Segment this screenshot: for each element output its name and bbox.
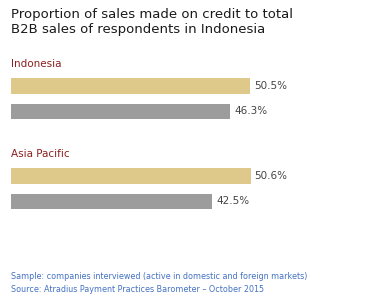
Text: 50.6%: 50.6%	[255, 171, 288, 181]
Bar	[11, 193, 213, 209]
Text: Proportion of sales made on credit to total: Proportion of sales made on credit to to…	[11, 8, 293, 21]
Text: 50.5%: 50.5%	[254, 81, 287, 91]
Bar	[11, 168, 251, 184]
Text: 42.5%: 42.5%	[216, 196, 249, 206]
Text: Sample: companies interviewed (active in domestic and foreign markets): Sample: companies interviewed (active in…	[11, 272, 308, 281]
Text: Indonesia: Indonesia	[11, 59, 62, 69]
Text: 46.3%: 46.3%	[234, 107, 267, 116]
Text: B2B sales of respondents in Indonesia: B2B sales of respondents in Indonesia	[11, 23, 266, 36]
Text: Asia Pacific: Asia Pacific	[11, 149, 70, 159]
Text: Source: Atradius Payment Practices Barometer – October 2015: Source: Atradius Payment Practices Barom…	[11, 285, 264, 294]
Bar	[11, 103, 231, 119]
Bar	[11, 78, 250, 94]
